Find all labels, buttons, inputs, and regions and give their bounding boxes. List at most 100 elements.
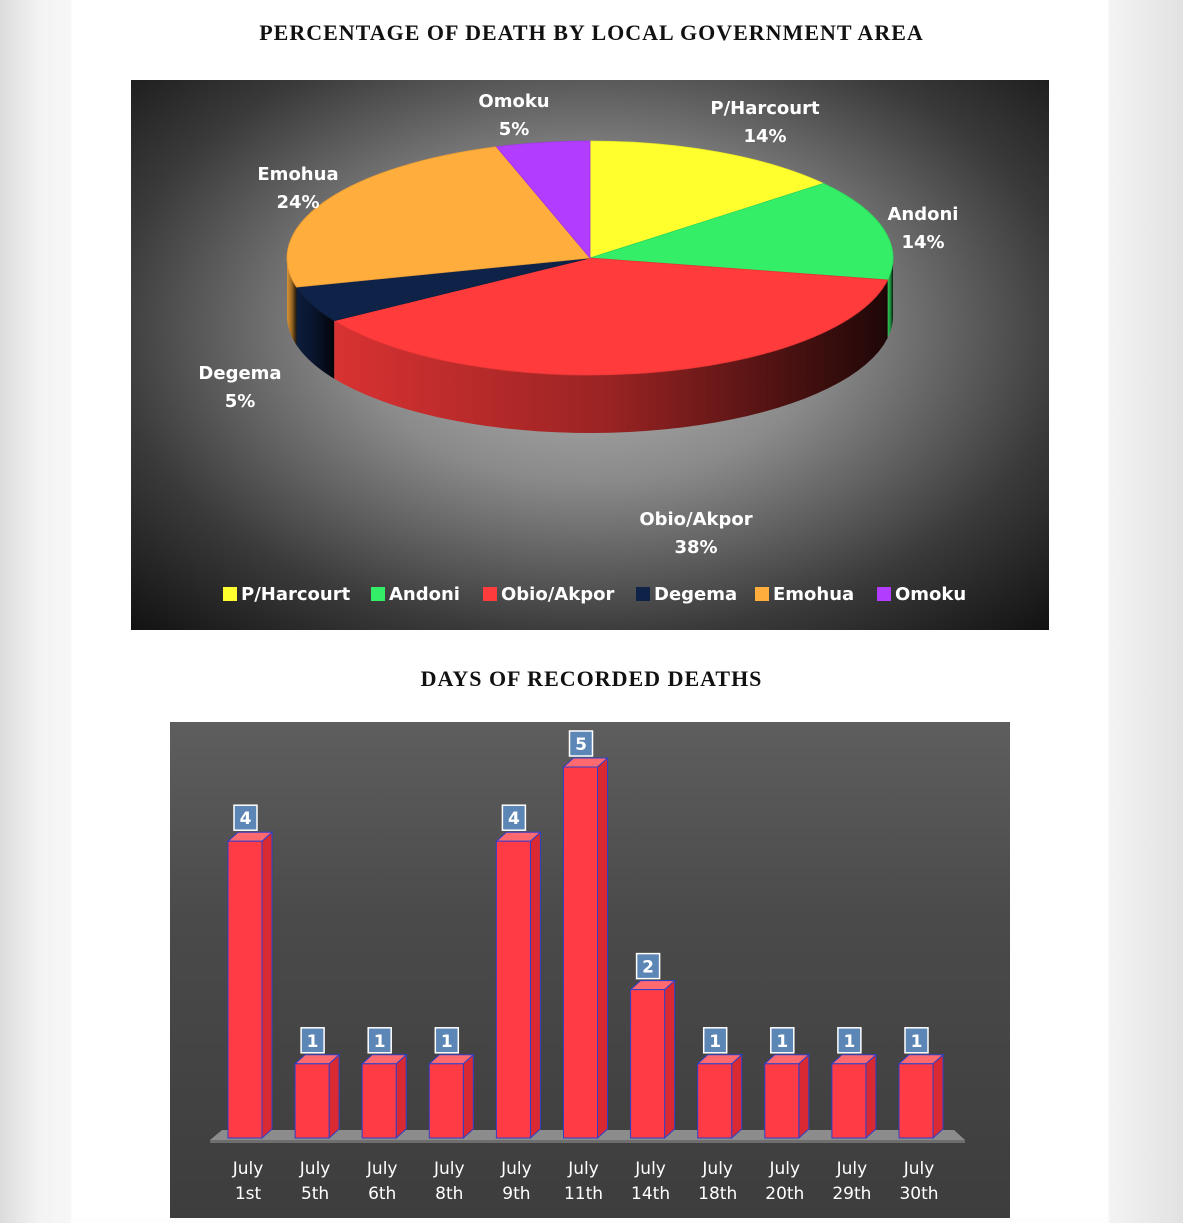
bar-side bbox=[932, 1053, 944, 1140]
pie-chart-title: PERCENTAGE OF DEATH BY LOCAL GOVERNMENT … bbox=[259, 20, 924, 45]
legend-item-obio-akpor: Obio/Akpor bbox=[483, 584, 614, 605]
bar-front bbox=[428, 1063, 464, 1139]
legend-swatch-degema bbox=[636, 587, 650, 601]
bar-value-label: 1 bbox=[843, 1032, 855, 1052]
bar-value-label: 1 bbox=[709, 1032, 721, 1052]
x-tick-label-9: July 20th bbox=[765, 1159, 804, 1204]
pie-data-label-p-harcourt: P/Harcourt 14% bbox=[710, 98, 820, 147]
bar-front bbox=[361, 1063, 397, 1139]
x-tick-label-8: July 18th bbox=[698, 1159, 737, 1204]
bar-side bbox=[328, 1053, 340, 1140]
x-tick-label-3: July 6th bbox=[366, 1159, 398, 1204]
bar-2: 1 bbox=[293, 1027, 341, 1140]
bar-front bbox=[630, 989, 666, 1139]
pie-data-label-omoku: Omoku 5% bbox=[478, 91, 549, 140]
bar-value-box bbox=[367, 1027, 392, 1054]
pie-data-label-obio-akpor: Obio/Akpor 38% bbox=[639, 509, 752, 558]
bar-11: 1 bbox=[897, 1027, 945, 1140]
bar-9: 1 bbox=[763, 1027, 811, 1140]
x-tick-label-2: July 5th bbox=[299, 1159, 331, 1204]
legend-item-andoni: Andoni bbox=[371, 584, 460, 605]
pie-slices bbox=[286, 140, 894, 376]
bar-value-box bbox=[635, 952, 661, 980]
pie-data-label-andoni: Andoni 14% bbox=[888, 204, 959, 253]
bar-value-label: 4 bbox=[508, 809, 520, 829]
bar-chart: 4 1 1 1 4 5 2 1 1 1 1 July 1st July 5th July 6th July 8th J… bbox=[210, 730, 965, 1204]
legend-label-p-harcourt: P/Harcourt bbox=[241, 584, 351, 605]
bar-front bbox=[831, 1063, 867, 1139]
bar-front bbox=[563, 766, 598, 1139]
bar-side bbox=[731, 1053, 743, 1140]
pie-slice-p-harcourt bbox=[589, 140, 825, 259]
legend-label-andoni: Andoni bbox=[389, 584, 460, 605]
bar-value-label: 1 bbox=[307, 1032, 319, 1052]
legend-swatch-omoku bbox=[877, 587, 891, 601]
bar-value-box bbox=[770, 1027, 795, 1054]
bar-7: 2 bbox=[629, 952, 676, 1140]
bar-chart-title: DAYS OF RECORDED DEATHS bbox=[420, 666, 763, 691]
pie-side-walls bbox=[287, 258, 893, 433]
pie-slice-emohua bbox=[286, 146, 591, 288]
bar-side bbox=[395, 1053, 407, 1140]
bar-value-box bbox=[300, 1027, 325, 1054]
legend-label-omoku: Omoku bbox=[895, 584, 966, 605]
bar-front bbox=[764, 1063, 800, 1139]
legend-item-p-harcourt: P/Harcourt bbox=[223, 584, 351, 605]
bar-value-box bbox=[568, 730, 594, 757]
legend-label-degema: Degema bbox=[654, 584, 737, 605]
bar-value-box bbox=[434, 1027, 460, 1054]
x-tick-label-4: July 8th bbox=[433, 1159, 465, 1204]
legend-swatch-p-harcourt bbox=[223, 587, 237, 601]
bar-side bbox=[261, 831, 273, 1140]
bar-8: 1 bbox=[696, 1027, 744, 1140]
bar-value-box bbox=[837, 1027, 862, 1054]
x-tick-label-6: July 11th bbox=[564, 1159, 603, 1204]
bar-side bbox=[798, 1053, 810, 1140]
x-tick-label-10: July 29th bbox=[832, 1159, 871, 1204]
legend-swatch-andoni bbox=[371, 587, 385, 601]
bar-value-label: 1 bbox=[911, 1032, 923, 1052]
pie-slice-andoni bbox=[589, 182, 894, 281]
legend-label-obio-akpor: Obio/Akpor bbox=[501, 584, 614, 605]
bar-value-label: 2 bbox=[642, 958, 654, 978]
bar-value-box bbox=[702, 1027, 728, 1054]
bar-10: 1 bbox=[830, 1027, 878, 1140]
x-tick-label-1: July 1st bbox=[232, 1159, 264, 1204]
x-tick-label-11: July 30th bbox=[899, 1159, 938, 1204]
bar-value-box bbox=[233, 804, 258, 831]
bar-front bbox=[898, 1063, 934, 1139]
bar-value-label: 4 bbox=[240, 809, 252, 829]
pie-chart: P/Harcourt 14% Andoni 14% Obio/Akpor 38% Degem… bbox=[198, 91, 966, 605]
pie-side-obio-akpor bbox=[334, 279, 888, 433]
x-tick-label-7: July 14th bbox=[631, 1159, 670, 1204]
bar-side bbox=[597, 756, 608, 1140]
bar-front bbox=[227, 840, 263, 1139]
bar-value-box bbox=[904, 1027, 929, 1054]
bar-4: 1 bbox=[427, 1027, 475, 1140]
bar-side bbox=[529, 831, 541, 1140]
pie-data-label-emohua: Emohua 24% bbox=[257, 164, 338, 213]
bar-side bbox=[462, 1053, 474, 1140]
pie-slice-obio-akpor bbox=[333, 257, 889, 376]
bar-1: 4 bbox=[226, 804, 274, 1140]
bar-side bbox=[865, 1053, 877, 1140]
bar-value-label: 5 bbox=[575, 735, 587, 755]
legend-item-emohua: Emohua bbox=[755, 584, 854, 605]
bar-3: 1 bbox=[360, 1027, 408, 1140]
bar-floor-edge bbox=[210, 1140, 965, 1143]
bar-value-label: 1 bbox=[776, 1032, 788, 1052]
pie-slice-omoku bbox=[495, 140, 591, 260]
bar-front bbox=[294, 1063, 330, 1139]
pie-data-label-degema: Degema 5% bbox=[198, 363, 281, 412]
bar-value-label: 1 bbox=[441, 1032, 453, 1052]
bar-front bbox=[697, 1063, 733, 1139]
bar-value-box bbox=[501, 804, 527, 831]
legend-label-emohua: Emohua bbox=[773, 584, 854, 605]
bar-series: 4 1 1 1 4 5 2 1 1 1 1 bbox=[226, 730, 945, 1140]
bar-6: 5 bbox=[562, 730, 609, 1140]
bar-5: 4 bbox=[495, 804, 542, 1140]
legend-swatch-obio-akpor bbox=[483, 587, 497, 601]
pie-legend: P/Harcourt Andoni Obio/Akpor Degema Emohua Om… bbox=[223, 584, 966, 605]
x-tick-label-5: July 9th bbox=[500, 1159, 532, 1204]
legend-item-omoku: Omoku bbox=[877, 584, 966, 605]
